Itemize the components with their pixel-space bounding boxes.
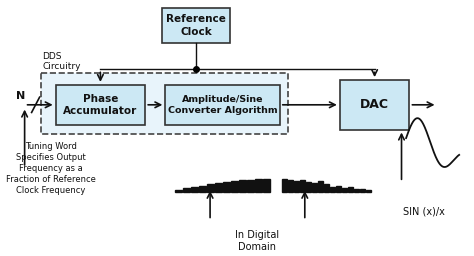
Bar: [199, 186, 206, 192]
Bar: [165, 85, 280, 125]
Bar: [263, 179, 270, 192]
Bar: [183, 188, 190, 192]
Text: Reference
Clock: Reference Clock: [166, 14, 226, 37]
Bar: [340, 80, 410, 130]
Bar: [306, 182, 311, 192]
Text: N: N: [16, 91, 25, 101]
Text: Phase
Accumulator: Phase Accumulator: [63, 94, 137, 116]
Text: SIN (x)/x: SIN (x)/x: [402, 206, 445, 216]
Bar: [282, 179, 287, 192]
Bar: [191, 187, 198, 192]
Bar: [207, 184, 214, 192]
Bar: [324, 184, 329, 192]
Bar: [360, 189, 365, 192]
Bar: [365, 190, 371, 192]
Bar: [347, 187, 353, 192]
Bar: [162, 8, 230, 43]
Text: Tuning Word
Specifies Output
Frequency as a
Fraction of Reference
Clock Frequenc: Tuning Word Specifies Output Frequency a…: [6, 142, 96, 196]
Bar: [41, 73, 288, 134]
Bar: [231, 181, 238, 192]
Text: DDS
Circuitry: DDS Circuitry: [43, 52, 81, 71]
Bar: [354, 189, 359, 192]
Bar: [239, 180, 246, 192]
Bar: [342, 188, 346, 192]
Bar: [288, 180, 293, 192]
Bar: [223, 182, 230, 192]
Bar: [300, 180, 305, 192]
Bar: [294, 180, 299, 192]
Bar: [330, 187, 335, 192]
Text: Amplitude/Sine
Converter Algorithm: Amplitude/Sine Converter Algorithm: [168, 95, 277, 115]
Bar: [312, 183, 317, 192]
Bar: [336, 186, 341, 192]
Bar: [175, 190, 182, 192]
Text: In Digital
Domain: In Digital Domain: [235, 230, 279, 252]
Text: DAC: DAC: [360, 98, 389, 111]
Bar: [215, 183, 222, 192]
Bar: [255, 179, 262, 192]
Bar: [247, 180, 254, 192]
Bar: [318, 180, 323, 192]
Bar: [55, 85, 145, 125]
